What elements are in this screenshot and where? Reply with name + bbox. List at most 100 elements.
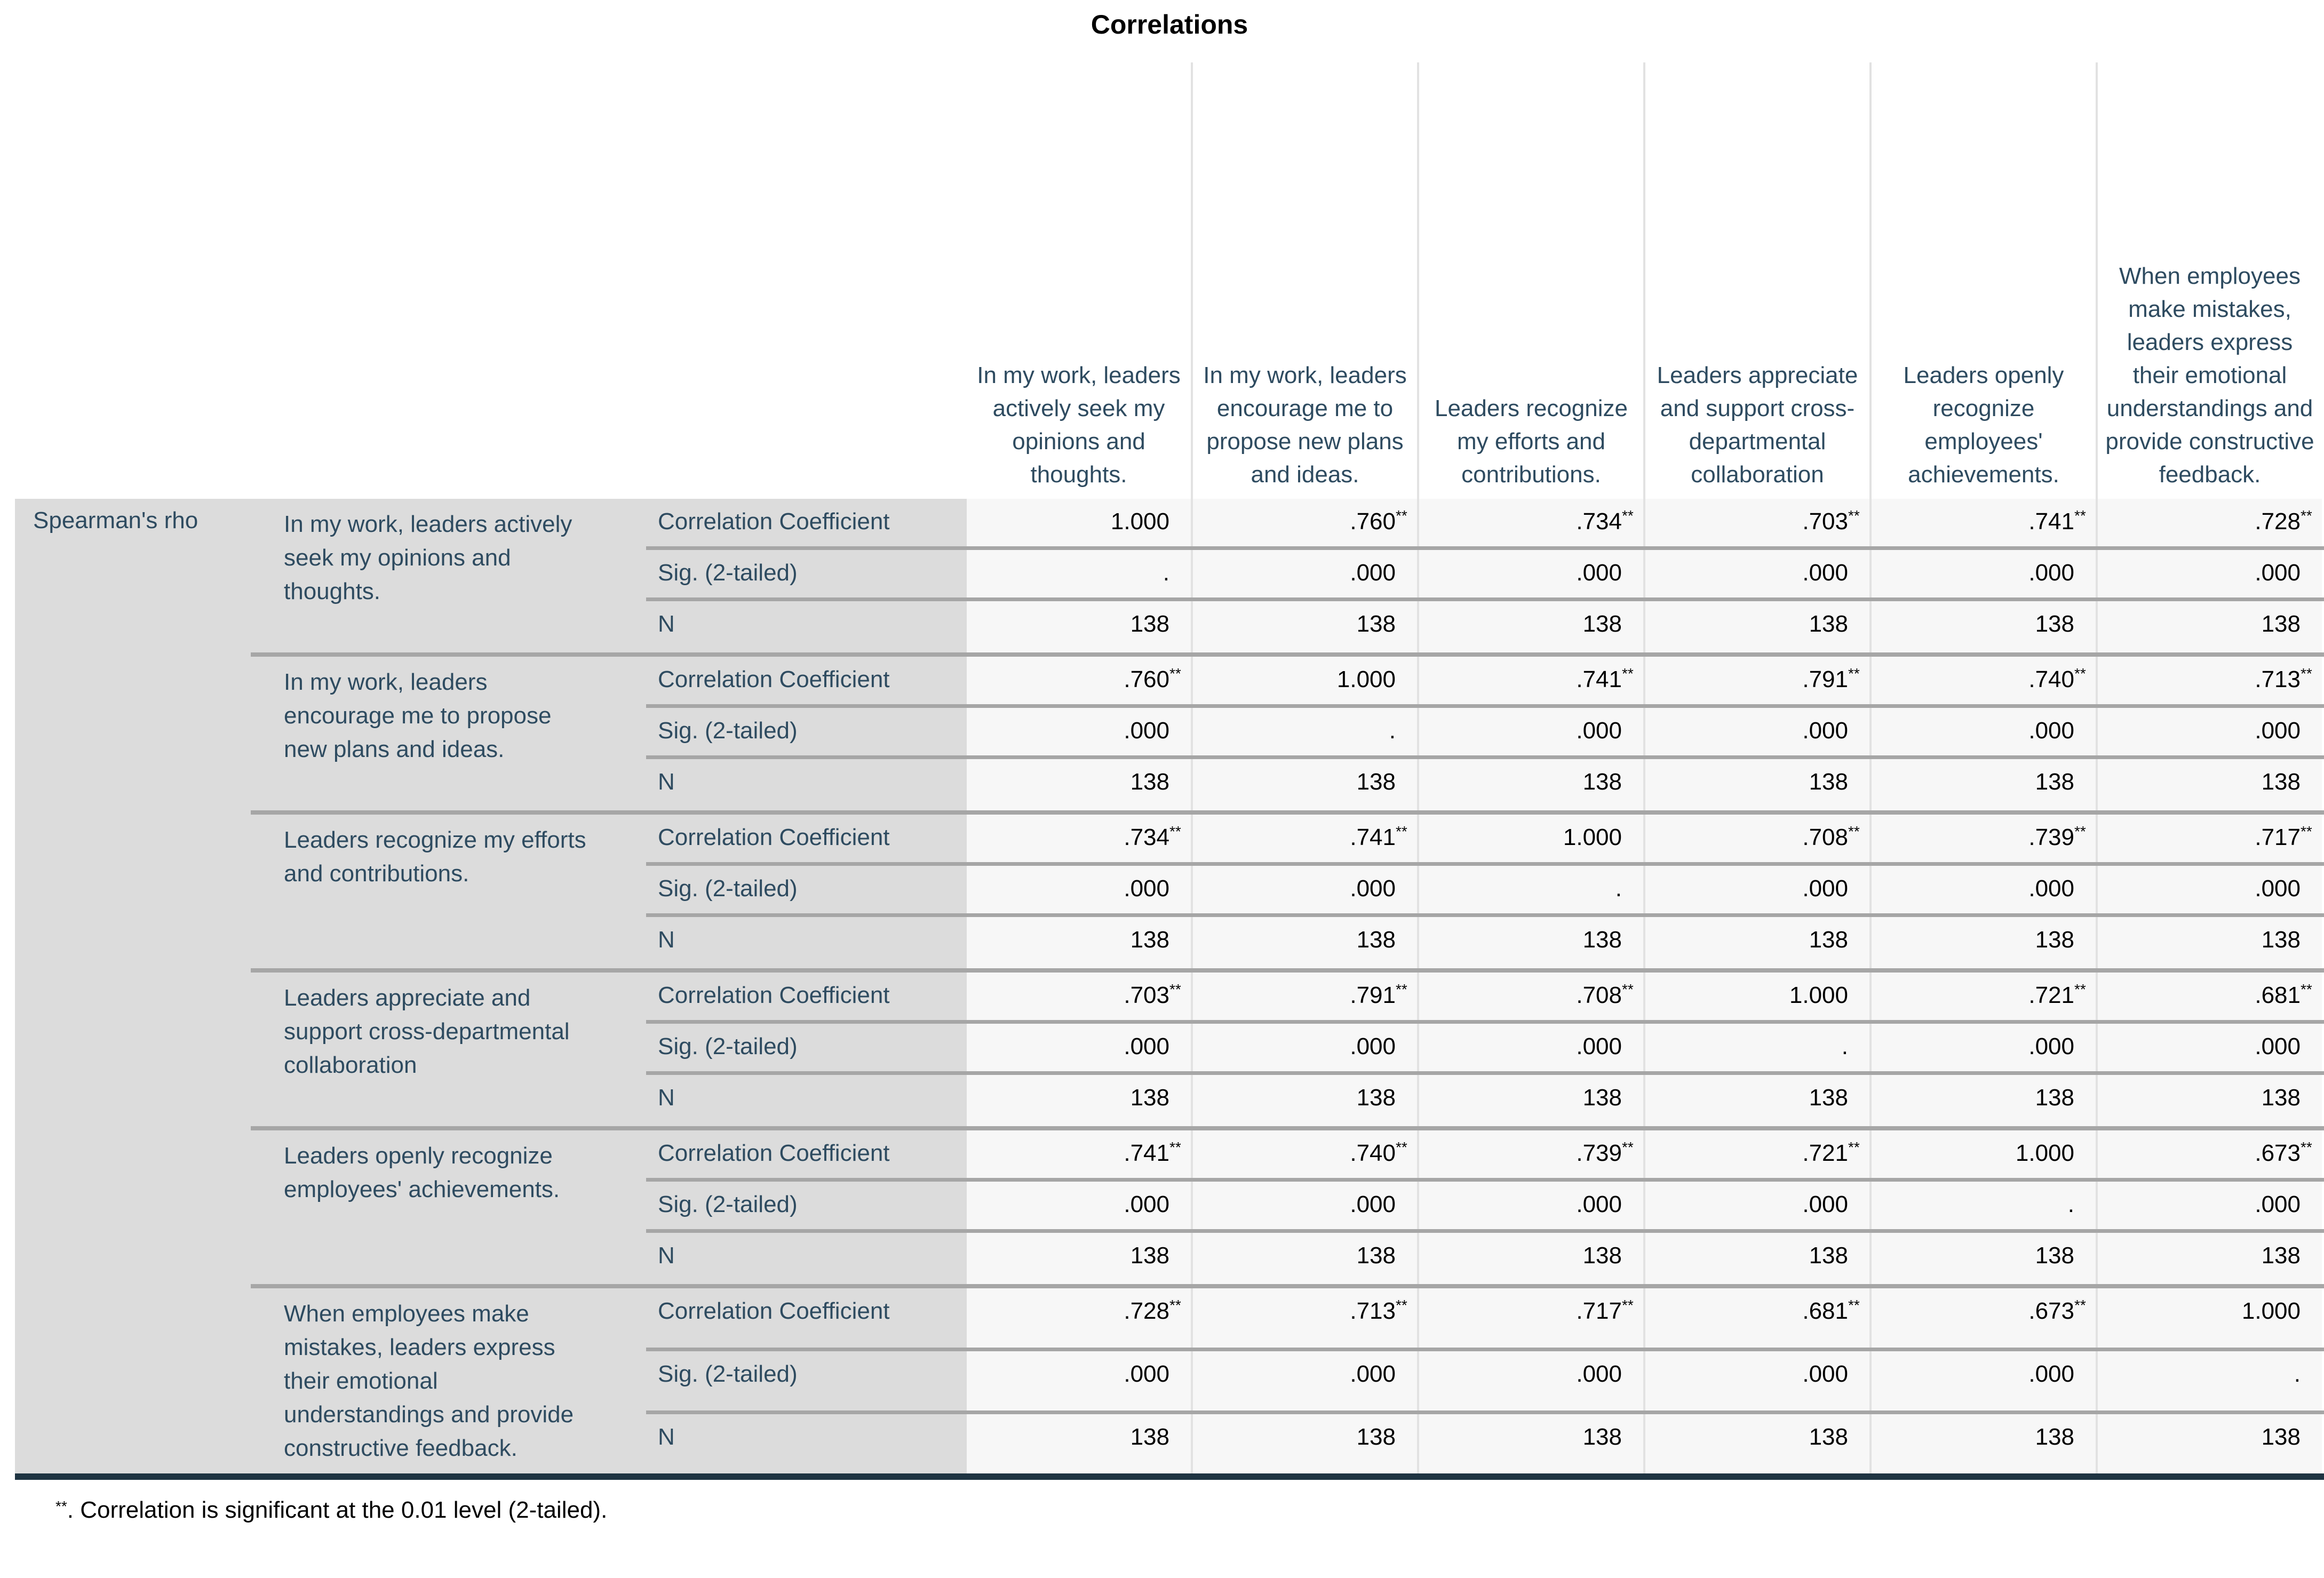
data-cell: .000 <box>1191 1351 1417 1410</box>
footnote-text: . Correlation is significant at the 0.01… <box>67 1497 608 1523</box>
stat-row: N 138 138 138 138 138 138 <box>646 917 2324 968</box>
cell-value: .739 <box>2028 824 2074 850</box>
data-cell: 138 <box>1417 1075 1643 1126</box>
cell-value: .741 <box>1350 824 1396 850</box>
row-group-main: Leaders openly recognize employees' achi… <box>251 1130 2324 1288</box>
data-cell: 138 <box>967 601 1191 652</box>
data-cell: .000 <box>1869 708 2096 755</box>
header-stub-spacer <box>15 62 967 499</box>
cell-value: .673 <box>2255 1140 2301 1166</box>
cell-value: .740 <box>2028 666 2074 692</box>
cell-value: .734 <box>1576 508 1622 535</box>
data-cell: . <box>1643 1024 1869 1071</box>
data-cell: 1.000 <box>1869 1130 2096 1178</box>
row-dimension-cell: Spearman's rho <box>15 499 251 657</box>
data-cell: .721** <box>1643 1130 1869 1178</box>
data-cell: .673** <box>1869 1288 2096 1348</box>
data-cell: 138 <box>967 1414 1191 1473</box>
stat-label: Sig. (2-tailed) <box>646 1024 967 1071</box>
data-cell: 138 <box>1191 1233 1417 1284</box>
data-cell: 138 <box>1643 1414 1869 1473</box>
data-cell: .741** <box>1869 499 2096 546</box>
row-variable-label: Leaders recognize my efforts and contrib… <box>251 815 646 968</box>
stat-label: Correlation Coefficient <box>646 657 967 704</box>
data-cell: .000 <box>2096 550 2322 597</box>
stat-row: Sig. (2-tailed). .000.000.000.000.000 <box>646 550 2324 601</box>
data-cell: 138 <box>2096 601 2322 652</box>
stat-rows-block: Correlation Coefficient .703** .791** .708*… <box>646 973 2324 1126</box>
data-cell: .000 <box>1417 708 1643 755</box>
cell-value: .760 <box>1124 666 1169 692</box>
data-cell: .741** <box>967 1130 1191 1178</box>
data-cell: 138 <box>1191 1075 1417 1126</box>
stat-label: N <box>646 1414 967 1473</box>
data-cell: .000 <box>2096 1182 2322 1229</box>
data-cell: .000 <box>967 1182 1191 1229</box>
data-cell: .000 <box>967 708 1191 755</box>
row-dimension-cell <box>15 1130 251 1288</box>
row-variable-label: In my work, leaders encourage me to prop… <box>251 657 646 810</box>
data-cell: .000 <box>1643 1182 1869 1229</box>
data-cell: 138 <box>1869 1075 2096 1126</box>
stat-label: Correlation Coefficient <box>646 1288 967 1348</box>
data-cell: .760** <box>967 657 1191 704</box>
cell-value: .703 <box>1124 982 1169 1008</box>
cell-value: .681 <box>2255 982 2301 1008</box>
data-cell: 138 <box>967 759 1191 810</box>
stat-label: Correlation Coefficient <box>646 973 967 1020</box>
stat-row: N 138 138 138 138 138 138 <box>646 1414 2324 1473</box>
data-cell: 138 <box>1417 1233 1643 1284</box>
data-cell: 138 <box>2096 1075 2322 1126</box>
data-cell: 138 <box>2096 1233 2322 1284</box>
data-cell: 1.000 <box>967 499 1191 546</box>
stat-row: N 138 138 138 138 138 138 <box>646 759 2324 810</box>
data-cell: .000 <box>1191 1024 1417 1071</box>
variable-row-group: Leaders recognize my efforts and contrib… <box>15 815 2324 973</box>
data-cell: .791** <box>1643 657 1869 704</box>
data-cell: 138 <box>1869 917 2096 968</box>
footnote-marker: ** <box>55 1498 67 1515</box>
cell-value: .721 <box>1802 1140 1848 1166</box>
data-cell: .703** <box>967 973 1191 1020</box>
data-cell: .000 <box>1869 550 2096 597</box>
stat-row: Correlation Coefficient .760** 1.000.741**… <box>646 657 2324 708</box>
stat-row: Sig. (2-tailed) .000.000. .000.000.000 <box>646 866 2324 917</box>
data-cell: 138 <box>1643 759 1869 810</box>
data-cell: .000 <box>1417 1351 1643 1410</box>
data-cell: 138 <box>1191 759 1417 810</box>
data-cell: .673** <box>2096 1130 2322 1178</box>
data-cell: 138 <box>967 917 1191 968</box>
cell-value: .739 <box>1576 1140 1622 1166</box>
table-header-row: In my work, leaders actively seek my opi… <box>15 62 2324 499</box>
cell-value: .717 <box>2255 824 2301 850</box>
variable-row-group: Leaders openly recognize employees' achi… <box>15 1130 2324 1288</box>
table-body: Spearman's rho In my work, leaders active… <box>15 499 2324 1473</box>
data-cell: .734** <box>1417 499 1643 546</box>
data-cell: .000 <box>1643 550 1869 597</box>
data-cell: .681** <box>1643 1288 1869 1348</box>
stat-rows-block: Correlation Coefficient 1.000.760** .734**… <box>646 499 2324 652</box>
data-cell: 138 <box>1191 601 1417 652</box>
stat-label: Correlation Coefficient <box>646 1130 967 1178</box>
stat-row: Sig. (2-tailed) .000.000.000. .000.000 <box>646 1024 2324 1075</box>
data-cell: 138 <box>1643 1233 1869 1284</box>
cell-value: .713 <box>2255 666 2301 692</box>
data-cell: .000 <box>1643 866 1869 913</box>
data-cell: . <box>2096 1351 2322 1410</box>
data-cell: 138 <box>967 1233 1191 1284</box>
row-dimension-cell <box>15 815 251 973</box>
column-header-variable-4: Leaders appreciate and support cross-dep… <box>1643 62 1869 499</box>
cell-value: .708 <box>1802 824 1848 850</box>
stat-row: N 138 138 138 138 138 138 <box>646 1075 2324 1126</box>
data-cell: .791** <box>1191 973 1417 1020</box>
data-cell: .000 <box>1869 866 2096 913</box>
column-headers: In my work, leaders actively seek my opi… <box>967 62 2324 499</box>
stat-label: N <box>646 1233 967 1284</box>
stat-row: N 138 138 138 138 138 138 <box>646 1233 2324 1284</box>
data-cell: 138 <box>1869 1233 2096 1284</box>
data-cell: .741** <box>1417 657 1643 704</box>
variable-row-group: Leaders appreciate and support cross-dep… <box>15 973 2324 1130</box>
significance-footnote: **. Correlation is significant at the 0.… <box>55 1497 2324 1524</box>
row-variable-label: Leaders appreciate and support cross-dep… <box>251 973 646 1126</box>
data-cell: 138 <box>1869 601 2096 652</box>
